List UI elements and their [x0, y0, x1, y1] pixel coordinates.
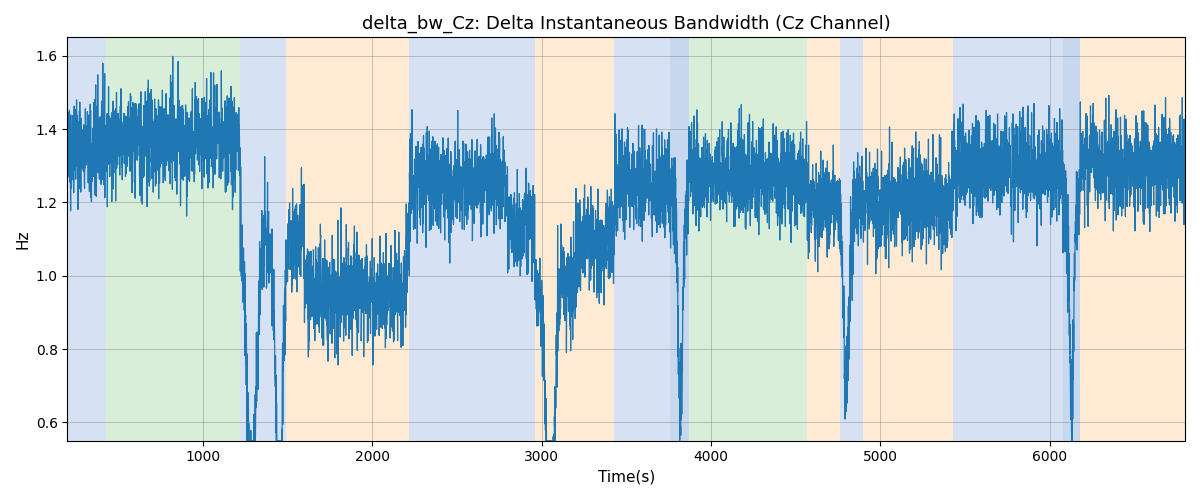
Bar [614, 38, 671, 440]
Bar [535, 38, 614, 440]
Bar [240, 38, 286, 440]
Bar [286, 38, 409, 440]
Bar [671, 38, 689, 440]
Bar [107, 38, 240, 440]
Bar [409, 38, 535, 440]
Bar [953, 38, 1063, 440]
Bar [689, 38, 808, 440]
Y-axis label: Hz: Hz [16, 230, 30, 249]
X-axis label: Time(s): Time(s) [598, 470, 655, 485]
Bar [808, 38, 840, 440]
Title: delta_bw_Cz: Delta Instantaneous Bandwidth (Cz Channel): delta_bw_Cz: Delta Instantaneous Bandwid… [362, 15, 890, 34]
Bar [840, 38, 863, 440]
Bar [67, 38, 107, 440]
Bar [1080, 38, 1186, 440]
Bar [1063, 38, 1080, 440]
Bar [863, 38, 953, 440]
